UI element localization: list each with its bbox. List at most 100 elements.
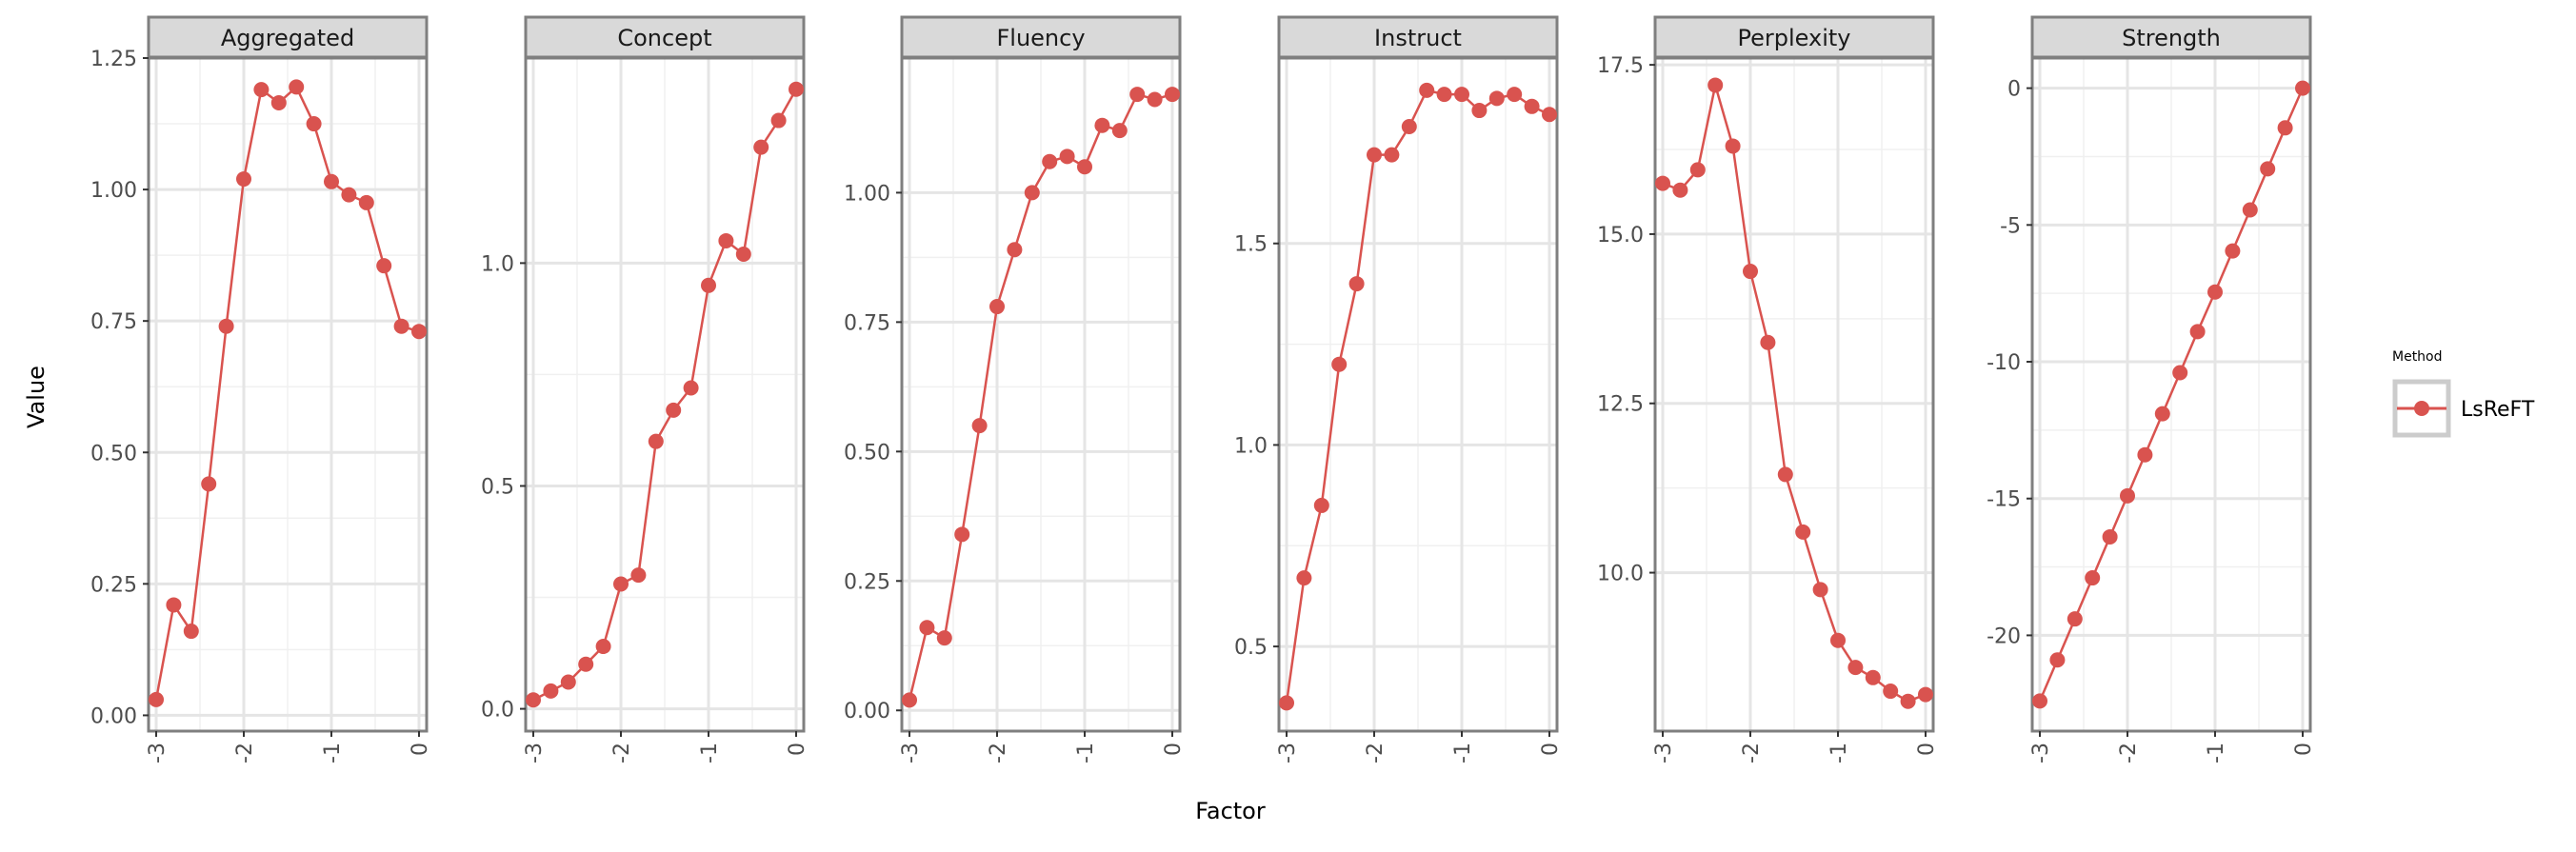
legend-key-point <box>2414 401 2429 416</box>
data-point <box>1296 570 1312 586</box>
data-point <box>1007 242 1023 258</box>
data-point <box>1454 87 1469 103</box>
series-line-fluency <box>908 92 1173 701</box>
y-tick-label: 17.5 <box>1597 54 1644 78</box>
data-point <box>919 620 935 636</box>
panel-fluency: Fluency 0.00 0.25 0.50 0.75 1.00 -3 -2 -1 0 <box>844 15 1186 763</box>
legend-label-lsreft: LsReFT <box>2461 398 2535 422</box>
data-point <box>560 674 576 690</box>
panel-instruct: Instruct 0.5 1.0 1.5 -3 -2 -1 0 <box>1234 15 1563 763</box>
y-tick-label: 10.0 <box>1597 563 1644 586</box>
data-point <box>989 299 1005 315</box>
data-point <box>1165 87 1180 103</box>
data-point <box>1689 162 1706 178</box>
y-tick-label: 1.0 <box>481 252 514 276</box>
data-point <box>1129 87 1146 103</box>
data-point <box>1847 660 1864 676</box>
x-tick-label: -2 <box>233 743 257 763</box>
data-point <box>2295 80 2310 96</box>
data-point <box>2225 243 2241 259</box>
data-point <box>1111 123 1128 139</box>
y-tick-label: 1.00 <box>844 182 890 206</box>
data-point <box>1672 182 1688 198</box>
data-point <box>2172 365 2188 381</box>
data-point <box>411 324 427 340</box>
data-point <box>341 187 357 203</box>
strip-label-concept: Concept <box>617 25 711 51</box>
data-point <box>701 277 716 293</box>
data-point <box>1401 118 1417 134</box>
data-point <box>718 232 734 248</box>
data-point <box>2120 487 2135 504</box>
y-tick-label: -15 <box>1987 488 2021 512</box>
data-point <box>753 139 769 155</box>
data-point <box>166 597 182 613</box>
data-point <box>270 94 287 110</box>
x-tick-label: -1 <box>698 743 722 763</box>
data-point <box>218 318 234 334</box>
y-tick-label: -10 <box>1987 351 2021 375</box>
data-point <box>1707 77 1724 93</box>
data-point <box>735 247 751 263</box>
data-point <box>613 576 629 592</box>
data-point <box>1918 686 1933 703</box>
panel-border-fluency <box>900 56 1182 733</box>
y-tick-label: 0.50 <box>90 442 137 466</box>
data-point <box>201 476 217 492</box>
strip-label-fluency: Fluency <box>996 25 1085 51</box>
data-point <box>2260 161 2276 177</box>
data-point <box>543 683 559 699</box>
y-tick-label: 0.50 <box>844 441 890 465</box>
data-point <box>324 173 339 189</box>
data-point <box>2207 284 2223 300</box>
data-point <box>2137 446 2153 463</box>
data-point <box>1077 159 1092 175</box>
data-point <box>1795 524 1811 540</box>
y-axis-title: Value <box>23 366 50 428</box>
x-tick-label: -3 <box>1652 743 1676 763</box>
data-point <box>1743 264 1758 280</box>
x-tick-label: -3 <box>523 743 547 763</box>
y-tick-label: 15.0 <box>1597 224 1644 248</box>
x-tick-label: -1 <box>321 743 345 763</box>
y-tick-label: 0.00 <box>90 704 137 728</box>
y-tick-label: -20 <box>1987 624 2021 648</box>
x-tick-label: -3 <box>1276 743 1300 763</box>
strip-fluency <box>900 15 1182 59</box>
data-point <box>149 691 164 707</box>
x-tick-label: -2 <box>1740 743 1764 763</box>
data-point <box>1313 497 1329 513</box>
data-point <box>2277 120 2293 136</box>
strip-label-instruct: Instruct <box>1374 25 1462 51</box>
panel-perplexity: Perplexity 10.0 12.5 15.0 17.5 -3 -2 -1 0 <box>1597 15 1939 763</box>
x-tick-label: -1 <box>1827 743 1851 763</box>
strip-label-perplexity: Perplexity <box>1738 25 1851 51</box>
y-tick-label: 1.25 <box>90 48 137 71</box>
data-point <box>376 258 392 274</box>
data-point <box>2242 202 2258 218</box>
data-point <box>1419 82 1435 98</box>
data-point <box>1655 175 1670 191</box>
panel-border-aggregated <box>147 56 429 733</box>
data-point <box>2049 652 2066 668</box>
data-point <box>1147 91 1163 108</box>
x-tick-label: -3 <box>2029 743 2053 763</box>
data-point <box>1094 117 1110 133</box>
data-point <box>2102 528 2118 545</box>
panel-border-instruct <box>1277 56 1559 733</box>
x-tick-label: -1 <box>1451 743 1475 763</box>
data-point <box>526 692 541 708</box>
data-point <box>971 418 988 434</box>
series-line-concept <box>532 89 798 702</box>
y-tick-label: 1.5 <box>1234 233 1268 257</box>
data-point <box>666 402 682 418</box>
data-point <box>253 82 270 98</box>
y-tick-label: 0.25 <box>90 573 137 597</box>
panel-border-concept <box>524 56 806 733</box>
data-point <box>2085 570 2101 586</box>
data-point <box>578 656 594 672</box>
x-tick-label: 0 <box>1915 743 1939 756</box>
data-point <box>1436 87 1452 103</box>
